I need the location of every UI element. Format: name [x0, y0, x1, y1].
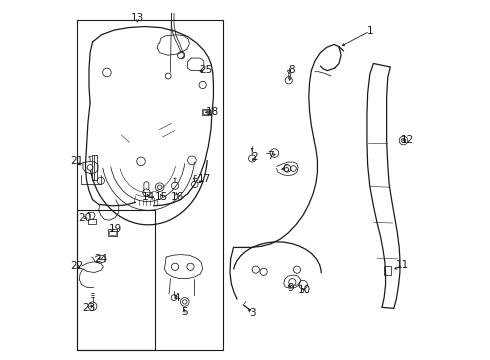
- Bar: [77, 211, 155, 350]
- Bar: [109, 230, 116, 235]
- Bar: [384, 266, 391, 275]
- Text: 18: 18: [205, 107, 219, 117]
- Text: 6: 6: [283, 163, 289, 174]
- Text: 23: 23: [82, 303, 96, 314]
- Text: 2: 2: [252, 152, 258, 162]
- Text: 13: 13: [131, 13, 144, 23]
- Text: 25: 25: [199, 64, 212, 75]
- Circle shape: [157, 185, 162, 189]
- Text: 8: 8: [288, 64, 295, 75]
- Text: 1: 1: [367, 26, 373, 36]
- Text: 16: 16: [171, 192, 184, 202]
- Text: 17: 17: [198, 174, 212, 184]
- Text: 19: 19: [109, 225, 122, 234]
- Text: 3: 3: [249, 308, 255, 318]
- Text: 14: 14: [142, 192, 155, 202]
- Bar: [88, 220, 96, 224]
- Text: 4: 4: [173, 293, 180, 303]
- Text: 7: 7: [268, 150, 274, 161]
- Text: 9: 9: [287, 283, 294, 293]
- Text: 20: 20: [78, 213, 91, 222]
- Text: 5: 5: [181, 307, 187, 317]
- Text: 21: 21: [70, 156, 83, 166]
- Text: 12: 12: [400, 135, 414, 145]
- Bar: [202, 109, 210, 116]
- Text: 15: 15: [155, 192, 169, 202]
- Text: 11: 11: [396, 260, 410, 270]
- Text: 22: 22: [71, 261, 84, 271]
- Bar: [108, 229, 117, 236]
- Bar: [77, 21, 223, 350]
- Text: 24: 24: [94, 254, 107, 264]
- Text: 10: 10: [297, 285, 311, 296]
- Bar: [203, 111, 208, 114]
